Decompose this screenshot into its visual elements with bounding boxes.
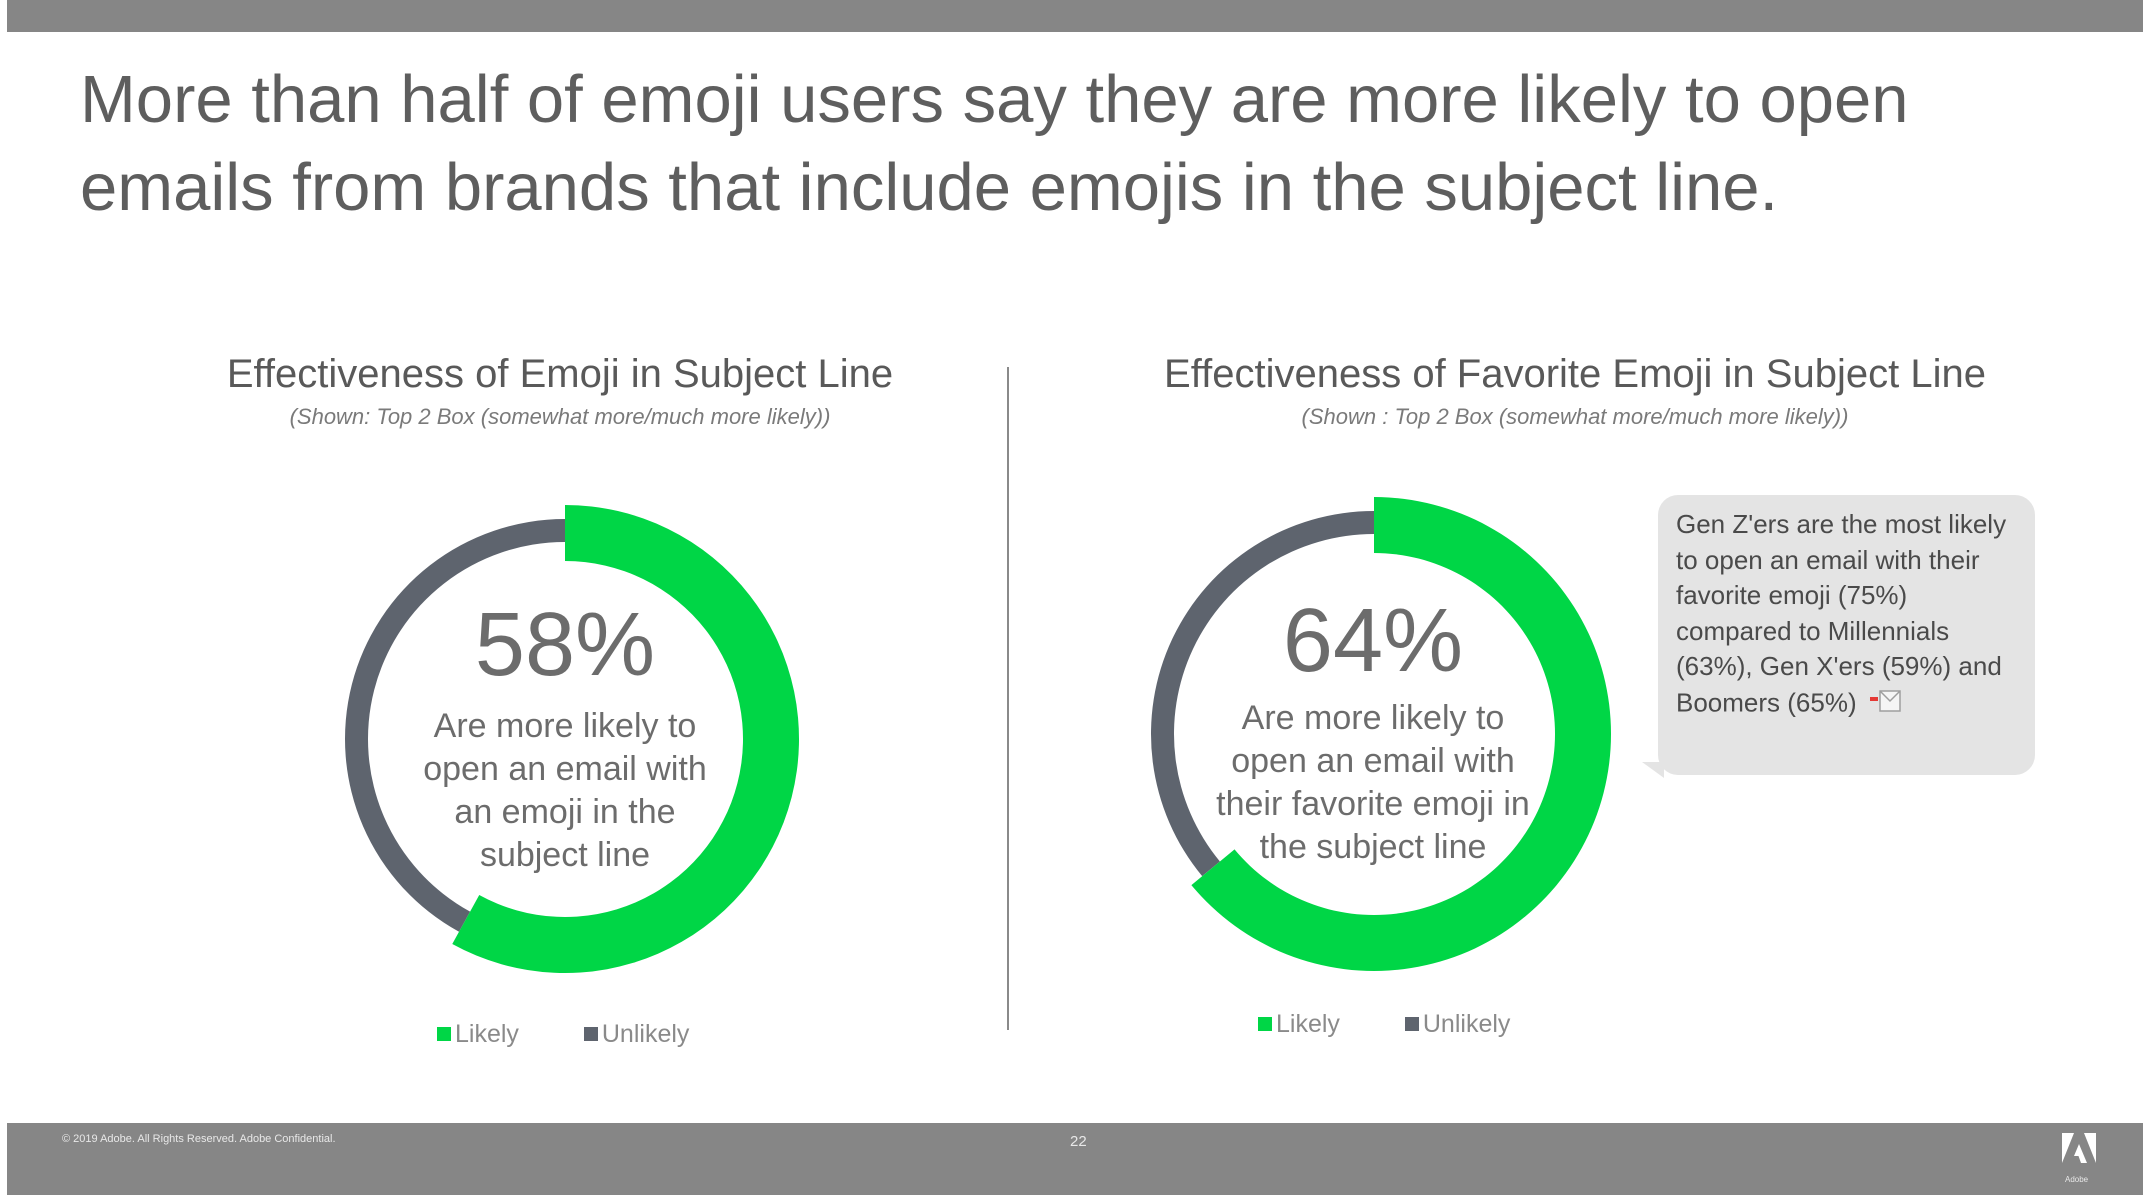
chart-2-donut xyxy=(1151,497,1611,971)
legend-item-likely: Likely xyxy=(1258,1010,1340,1039)
chart-1-legend: Likely Unlikely xyxy=(437,1019,747,1049)
adobe-logo-icon xyxy=(2062,1133,2096,1163)
legend-label-unlikely: Unlikely xyxy=(1422,1009,1511,1038)
callout-text: Gen Z'ers are the most likely to open an… xyxy=(1676,507,2021,724)
legend-label-likely: Likely xyxy=(1276,1009,1340,1038)
chart-1-donut xyxy=(345,505,799,973)
divider-line xyxy=(1007,367,1009,1030)
footer-bar: © 2019 Adobe. All Rights Reserved. Adobe… xyxy=(7,1123,2143,1195)
callout-tail xyxy=(1642,762,1664,778)
legend-item-unlikely: Unlikely xyxy=(583,1019,690,1049)
chart-2-center-label: Are more likely to open an email with th… xyxy=(1216,699,1530,866)
chart-2-title: Effectiveness of Favorite Emoji in Subje… xyxy=(1164,352,1986,396)
callout-body: Gen Z'ers are the most likely to open an… xyxy=(1676,509,2007,718)
legend-item-likely: Likely xyxy=(437,1020,519,1049)
chart-1-subtitle: (Shown: Top 2 Box (somewhat more/much mo… xyxy=(289,404,831,429)
legend-swatch-likely xyxy=(1258,1017,1272,1031)
legend-item-unlikely: Unlikely xyxy=(1404,1009,1511,1039)
donut-slice-unlikely xyxy=(345,519,565,932)
top-bar xyxy=(7,0,2143,32)
legend-swatch-unlikely xyxy=(1404,1017,1419,1031)
legend-swatch-likely xyxy=(437,1027,451,1041)
footer-copyright: © 2019 Adobe. All Rights Reserved. Adobe… xyxy=(62,1133,336,1145)
slide-headline: More than half of emoji users say they a… xyxy=(80,62,1909,225)
chart-1-title: Effectiveness of Emoji in Subject Line xyxy=(226,352,894,396)
callout-bubble: Gen Z'ers are the most likely to open an… xyxy=(1658,495,2035,775)
envelope-emoji-icon xyxy=(1868,685,1902,725)
legend-swatch-unlikely xyxy=(583,1027,598,1041)
chart-1-center-label: Are more likely to open an email with an… xyxy=(423,707,707,874)
donut-slice-likely xyxy=(1191,497,1611,971)
chart-1-center-value: 58% xyxy=(474,595,656,695)
donut-slice-likely xyxy=(452,505,799,973)
chart-2-center-value: 64% xyxy=(1282,591,1464,691)
legend-label-likely: Likely xyxy=(455,1019,519,1048)
chart-2-subtitle: (Shown : Top 2 Box (somewhat more/much m… xyxy=(1301,404,1849,429)
page-number: 22 xyxy=(1070,1133,1087,1150)
legend-label-unlikely: Unlikely xyxy=(601,1019,690,1048)
donut-slice-unlikely xyxy=(1151,511,1374,877)
adobe-logo-text: Adobe xyxy=(2065,1175,2089,1184)
chart-2-legend: Likely Unlikely xyxy=(1258,1009,1568,1039)
